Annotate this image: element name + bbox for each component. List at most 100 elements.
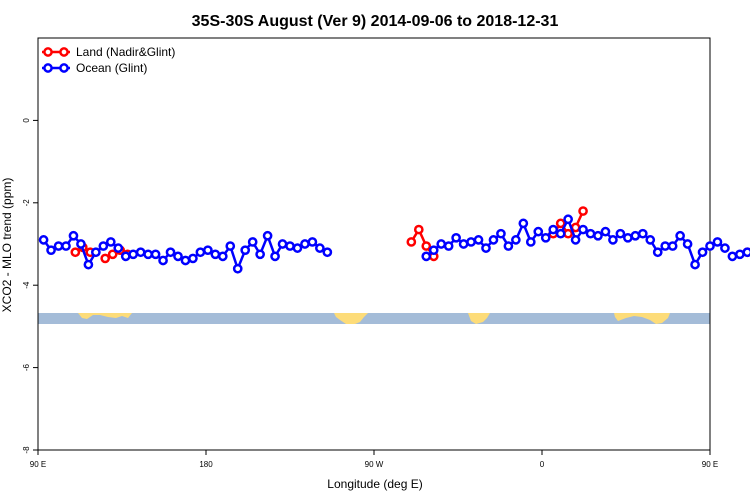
data-point	[533, 226, 544, 237]
data-point	[705, 241, 715, 251]
legend-marker	[43, 63, 53, 73]
data-point	[120, 251, 131, 262]
data-point	[555, 218, 566, 229]
data-point	[697, 247, 708, 258]
legend-marker	[59, 47, 69, 57]
data-point	[585, 228, 596, 239]
data-point	[292, 243, 303, 253]
data-point	[421, 241, 432, 251]
data-point	[173, 251, 183, 262]
data-point	[53, 241, 64, 251]
data-point	[637, 228, 648, 239]
legend: Land (Nadir&Glint) Ocean (Glint)	[42, 45, 175, 75]
data-point	[98, 241, 109, 251]
data-point	[645, 235, 656, 245]
plot-frame	[37, 37, 711, 451]
data-point	[720, 243, 730, 253]
data-point	[107, 249, 118, 260]
y-tick-label: 0	[22, 118, 31, 123]
data-point	[615, 228, 626, 239]
x-tick-label: 90 E	[702, 460, 718, 469]
data-point	[428, 245, 439, 256]
data-point	[128, 249, 139, 260]
data-point	[682, 239, 693, 249]
data-point	[488, 235, 499, 245]
geography-band	[38, 313, 710, 324]
data-point	[481, 243, 491, 253]
data-point	[518, 218, 529, 229]
data-point	[563, 228, 573, 239]
data-point	[158, 255, 168, 266]
data-point	[300, 239, 310, 249]
data-point	[270, 251, 280, 262]
y-tick-label: -8	[22, 446, 31, 454]
data-point	[660, 241, 671, 251]
y-tick-label: -4	[22, 281, 31, 289]
data-point	[436, 239, 447, 249]
data-point	[210, 249, 221, 260]
data-point	[91, 247, 101, 258]
data-point	[630, 230, 641, 241]
data-point	[105, 237, 116, 247]
data-point	[240, 245, 251, 256]
x-tick-label: 90 E	[30, 460, 46, 469]
data-point	[100, 253, 111, 264]
data-point	[135, 247, 146, 258]
data-point	[578, 206, 588, 216]
x-tick-label: 180	[199, 460, 213, 469]
data-point	[511, 235, 521, 245]
y-tick-label: -2	[22, 199, 31, 207]
data-point	[421, 251, 432, 262]
y-tick-label: -6	[22, 363, 31, 371]
data-point	[180, 255, 191, 266]
data-point	[203, 245, 213, 256]
x-tick-label: 0	[540, 460, 545, 469]
data-point	[548, 224, 559, 235]
data-point	[247, 237, 258, 247]
data-point	[540, 232, 551, 243]
data-point	[742, 247, 750, 258]
data-point	[277, 239, 288, 249]
data-point	[503, 241, 514, 251]
data-point	[143, 249, 153, 260]
data-point	[690, 259, 700, 270]
data-point	[70, 247, 81, 258]
data-point	[623, 232, 633, 243]
data-point	[68, 230, 79, 241]
legend-marker	[43, 47, 53, 57]
data-point	[188, 253, 198, 264]
y-axis-label: XCO2 - MLO trend (ppm)	[0, 178, 14, 313]
data-point	[322, 247, 333, 258]
series-ocean	[38, 214, 750, 274]
data-point	[496, 228, 506, 239]
y-axis: 0 -2 -4 -6 -8	[22, 118, 38, 454]
data-point	[712, 237, 723, 247]
data-point	[150, 249, 161, 260]
x-tick-label: 90 W	[365, 460, 384, 469]
legend-label: Land (Nadir&Glint)	[76, 45, 175, 59]
data-point	[217, 251, 228, 262]
data-point	[600, 226, 611, 237]
data-point	[593, 230, 603, 241]
data-point	[608, 235, 618, 245]
land-band-shape	[468, 313, 490, 324]
data-point	[555, 228, 566, 239]
data-point	[413, 224, 424, 235]
data-point	[675, 230, 685, 241]
data-point	[225, 241, 236, 251]
data-point	[563, 214, 573, 225]
data-point	[195, 247, 206, 258]
data-point	[61, 241, 71, 251]
data-point	[458, 239, 469, 249]
series-layer	[38, 206, 750, 274]
x-axis-label: Longitude (deg E)	[327, 477, 422, 491]
data-point	[38, 235, 49, 245]
land-band-shape	[78, 313, 132, 319]
data-point	[735, 249, 745, 260]
ocean-band	[38, 313, 710, 324]
data-point	[473, 235, 484, 245]
data-point	[285, 241, 295, 251]
data-point	[46, 245, 56, 256]
data-point	[255, 249, 265, 260]
